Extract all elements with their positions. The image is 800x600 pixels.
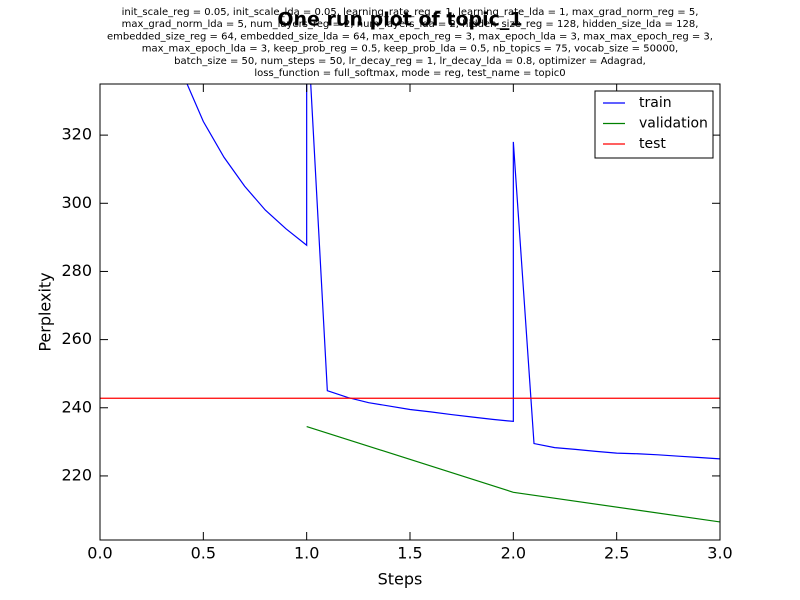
legend-label: train	[639, 95, 672, 111]
x-axis-label: Steps	[378, 570, 423, 589]
x-tick-label: 2.0	[501, 544, 526, 563]
subtitle-line: max_grad_norm_lda = 5, num_layers_reg = …	[122, 19, 699, 30]
y-tick-label: 300	[61, 193, 92, 212]
plot-area	[100, 84, 720, 523]
x-tick-label: 1.0	[294, 544, 319, 563]
y-tick-label: 320	[61, 125, 92, 144]
subtitle-line: embedded_size_reg = 64, embedded_size_ld…	[107, 31, 713, 42]
y-tick-label: 280	[61, 261, 92, 280]
subtitle-line: init_scale_reg = 0.05, init_scale_lda = …	[122, 7, 699, 18]
subtitle-line: loss_function = full_softmax, mode = reg…	[254, 68, 565, 79]
legend-label: validation	[639, 116, 708, 132]
subtitle-line: max_max_epoch_lda = 3, keep_prob_reg = 0…	[142, 44, 678, 55]
chart-title: One run plot of topic_1	[277, 9, 522, 31]
y-tick-label: 260	[61, 329, 92, 348]
x-tick-label: 2.5	[604, 544, 629, 563]
legend-label: test	[639, 136, 666, 152]
y-tick-label: 220	[61, 465, 92, 484]
subtitle-line: batch_size = 50, num_steps = 50, lr_deca…	[174, 56, 646, 67]
y-axis-label: Perplexity	[36, 272, 55, 351]
x-tick-label: 0.0	[87, 544, 112, 563]
series-line	[306, 425, 720, 523]
y-tick-label: 240	[61, 397, 92, 416]
x-tick-label: 0.5	[191, 544, 216, 563]
x-tick-label: 3.0	[707, 544, 732, 563]
x-tick-label: 1.5	[397, 544, 422, 563]
legend-box	[594, 90, 714, 159]
legend: train validation test	[594, 90, 714, 159]
series-line	[186, 84, 720, 460]
